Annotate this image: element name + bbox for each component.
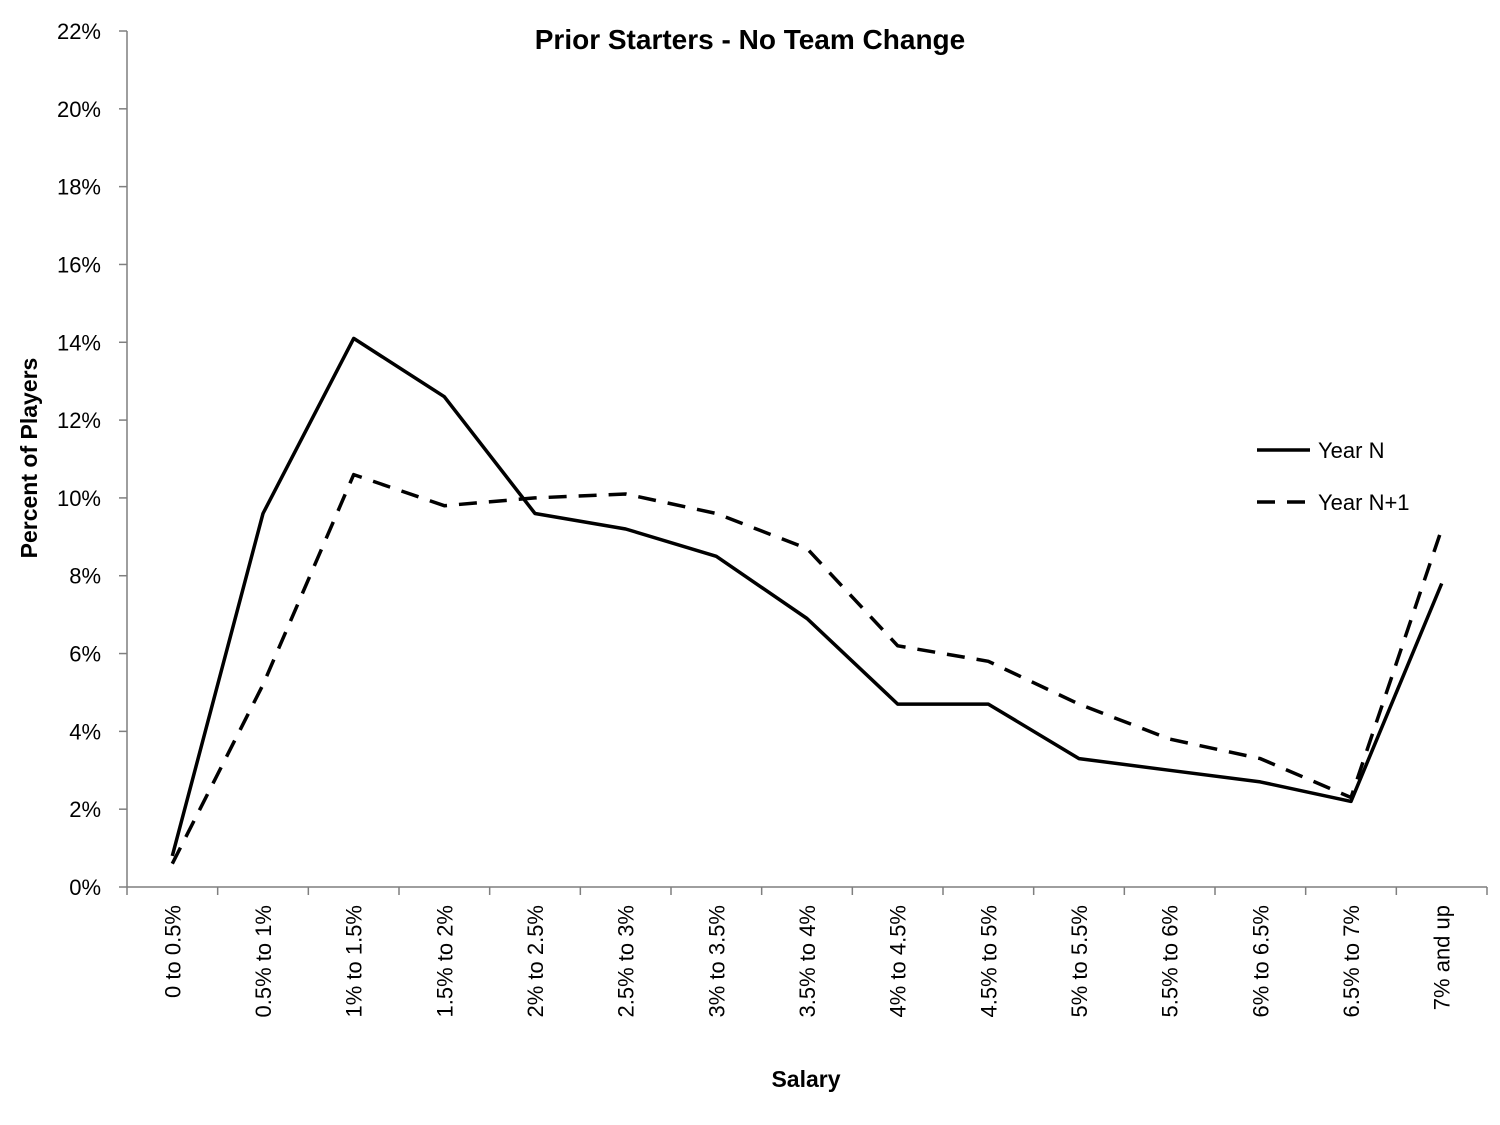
x-tick-label: 2.5% to 3% — [614, 905, 639, 1018]
x-tick-label: 2% to 2.5% — [523, 905, 548, 1018]
x-tick-label: 6% to 6.5% — [1248, 905, 1273, 1018]
x-tick-label: 6.5% to 7% — [1339, 905, 1364, 1018]
x-tick-label: 4% to 4.5% — [886, 905, 911, 1018]
y-tick-label: 10% — [57, 486, 101, 511]
axes — [126, 31, 1487, 888]
y-tick-label: 16% — [57, 252, 101, 277]
y-tick-label: 20% — [57, 97, 101, 122]
x-tick-label: 5% to 5.5% — [1067, 905, 1092, 1018]
series-line-year-n-plus-1 — [170, 472, 1444, 865]
series-line-year-n — [170, 336, 1444, 857]
chart-title: Prior Starters - No Team Change — [535, 24, 965, 55]
legend: Year N Year N+1 — [1257, 438, 1410, 515]
x-tick-label: 0.5% to 1% — [251, 905, 276, 1018]
x-tick-label: 1.5% to 2% — [432, 905, 457, 1018]
y-tick-label: 0% — [69, 875, 101, 900]
series-lines — [170, 336, 1444, 865]
x-tick-label: 5.5% to 6% — [1158, 905, 1183, 1018]
legend-label: Year N+1 — [1318, 490, 1410, 515]
y-tick-label: 6% — [69, 642, 101, 667]
y-tick-label: 4% — [69, 719, 101, 744]
y-axis-title: Percent of Players — [16, 358, 42, 559]
x-tick-label: 3.5% to 4% — [795, 905, 820, 1018]
y-tick-label: 22% — [57, 19, 101, 44]
ticks: 0% 2% 4% 6% 8% 10% 12% 14% 16% 18% 20% 22% 0 to 0.5%… — [57, 19, 1488, 1018]
y-tick-label: 2% — [69, 797, 101, 822]
x-tick-label: 7% and up — [1430, 905, 1455, 1010]
x-tick-label: 1% to 1.5% — [342, 905, 367, 1018]
x-tick-label: 0 to 0.5% — [160, 905, 185, 998]
y-tick-label: 12% — [57, 408, 101, 433]
y-tick-label: 14% — [57, 330, 101, 355]
x-tick-label: 4.5% to 5% — [976, 905, 1001, 1018]
legend-label: Year N — [1318, 438, 1384, 463]
x-tick-label: 3% to 3.5% — [704, 905, 729, 1018]
y-tick-label: 8% — [69, 564, 101, 589]
x-axis-title: Salary — [771, 1066, 840, 1092]
y-tick-label: 18% — [57, 175, 101, 200]
